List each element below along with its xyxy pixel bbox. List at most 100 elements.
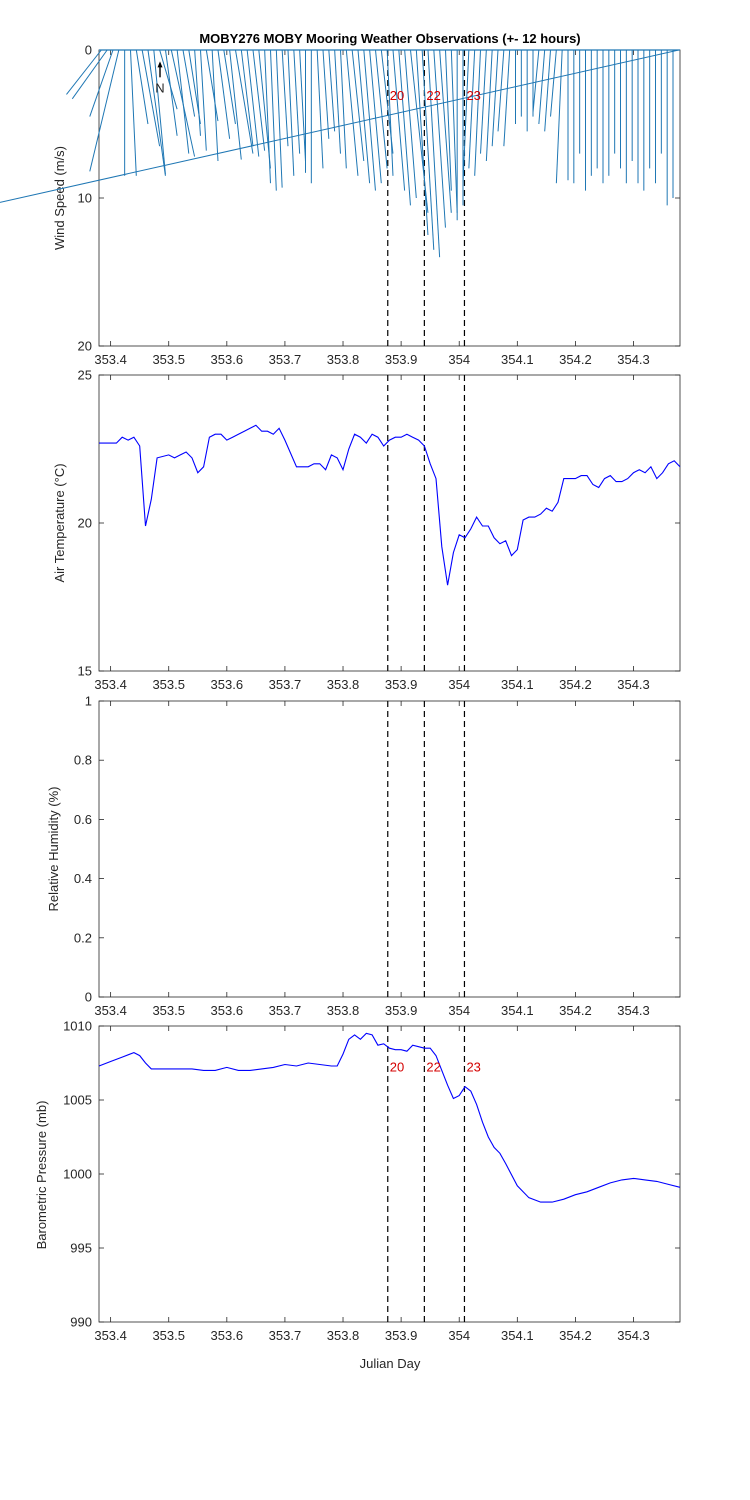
x-tick-label: 354.2 <box>559 677 592 692</box>
wind-stick <box>497 49 505 132</box>
wind-stick <box>229 49 242 160</box>
y-tick-label: 25 <box>78 368 92 383</box>
wind-stick <box>392 49 406 191</box>
x-tick-label: 354.3 <box>617 1003 650 1018</box>
wind-stick <box>427 49 441 258</box>
wind-speed-panel: Wind Speed (m/s) 353.4 353.5 353.6 353.7 353… <box>0 43 681 367</box>
wind-stick <box>538 49 546 125</box>
wind-stick <box>252 49 266 151</box>
wind-stick <box>223 49 236 125</box>
plot-frame <box>98 700 681 998</box>
y-tick-label: 1 <box>85 694 92 709</box>
x-tick-label: 353.5 <box>152 677 185 692</box>
x-tick-label: 353.5 <box>152 1328 185 1343</box>
y-tick-label: 0 <box>85 43 92 58</box>
x-tick-label: 353.6 <box>211 352 244 367</box>
wind-stick <box>363 49 376 191</box>
y-tick-label: 1005 <box>63 1093 92 1108</box>
y-tick-label: 0 <box>85 990 92 1005</box>
wind-stick <box>153 49 166 175</box>
wind-stick <box>194 49 201 136</box>
event-label: 20 <box>390 88 404 103</box>
air-temp-series-line <box>99 424 681 586</box>
wind-stick <box>246 49 260 157</box>
wind-stick <box>89 49 120 172</box>
event-label: 23 <box>466 1059 480 1074</box>
barometric-pressure-ylabel: Barometric Pressure (mb) <box>34 1101 49 1250</box>
x-tick-label: 353.8 <box>327 1003 360 1018</box>
x-tick-label: 353.8 <box>327 352 360 367</box>
wind-stick <box>235 49 254 154</box>
wind-speed-ylabel: Wind Speed (m/s) <box>52 146 67 250</box>
y-tick-label: 0.4 <box>74 871 92 886</box>
wind-stick <box>339 49 347 169</box>
wind-stick <box>71 49 108 100</box>
y-tick-label: 0.2 <box>74 930 92 945</box>
air-temperature-ylabel: Air Temperature (°C) <box>52 463 67 582</box>
wind-stick <box>199 49 207 151</box>
wind-stick <box>386 49 394 176</box>
x-tick-label: 353.8 <box>327 1328 360 1343</box>
x-tick-label: 354.3 <box>617 677 650 692</box>
wind-stick <box>485 49 493 162</box>
wind-stick <box>240 49 254 147</box>
y-tick-label: 0.6 <box>74 812 92 827</box>
wind-stick <box>544 49 552 132</box>
x-tick-label: 353.9 <box>385 677 418 692</box>
wind-stick <box>404 49 417 199</box>
wind-stick <box>433 49 446 228</box>
wind-stick <box>345 49 359 176</box>
plot-frame <box>98 374 681 672</box>
wind-stick <box>351 49 365 162</box>
north-label: N <box>155 80 164 95</box>
x-tick-label: 354.2 <box>559 1003 592 1018</box>
wind-stick <box>398 49 411 206</box>
wind-stick <box>357 49 371 184</box>
x-tick-label: 353.7 <box>269 677 302 692</box>
wind-stick <box>503 49 511 147</box>
x-tick-label: 353.7 <box>269 1328 302 1343</box>
y-tick-label: 10 <box>78 191 92 206</box>
wind-stick <box>316 49 324 169</box>
wind-stick <box>468 49 476 169</box>
wind-stick <box>269 49 277 191</box>
wind-stick <box>281 49 289 147</box>
wind-stick <box>439 49 452 213</box>
x-tick-label: 354.1 <box>501 352 534 367</box>
x-tick-label: 354.1 <box>501 677 534 692</box>
event-label: 22 <box>426 88 440 103</box>
north-arrow-icon <box>157 61 163 68</box>
wind-stick <box>299 49 306 162</box>
relative-humidity-panel: Relative Humidity (%) 353.4 353.5 353.6 353… <box>46 694 681 1018</box>
x-tick-label: 353.7 <box>269 1003 302 1018</box>
wind-stick <box>66 49 102 95</box>
event-label: 20 <box>390 1059 404 1074</box>
y-tick-label: 990 <box>70 1315 92 1330</box>
x-tick-label: 353.4 <box>94 677 127 692</box>
wind-stick <box>141 49 161 147</box>
wind-stick <box>421 49 435 250</box>
wind-stick <box>89 49 114 117</box>
x-tick-label: 353.4 <box>94 1328 127 1343</box>
wind-stick <box>147 49 166 176</box>
x-tick-label: 354.1 <box>501 1328 534 1343</box>
x-tick-label: 353.6 <box>211 677 244 692</box>
x-tick-label: 354.2 <box>559 1328 592 1343</box>
wind-stick <box>159 49 178 110</box>
wind-stick <box>555 49 563 184</box>
x-tick-label: 353.4 <box>94 352 127 367</box>
y-tick-label: 1000 <box>63 1167 92 1182</box>
wind-stick <box>182 49 196 117</box>
x-tick-label: 354.1 <box>501 1003 534 1018</box>
barometric-pressure-panel: Barometric Pressure (mb) 353.4 353.5 353.6… <box>34 1019 681 1343</box>
x-tick-label: 354 <box>448 1003 470 1018</box>
wind-stick <box>322 49 330 139</box>
wind-stick <box>0 49 679 203</box>
wind-stick <box>550 49 557 117</box>
y-tick-label: 15 <box>78 664 92 679</box>
wind-stick <box>211 49 219 162</box>
wind-stick <box>474 49 481 176</box>
pressure-series-line <box>98 1032 681 1203</box>
wind-stick <box>176 49 190 154</box>
